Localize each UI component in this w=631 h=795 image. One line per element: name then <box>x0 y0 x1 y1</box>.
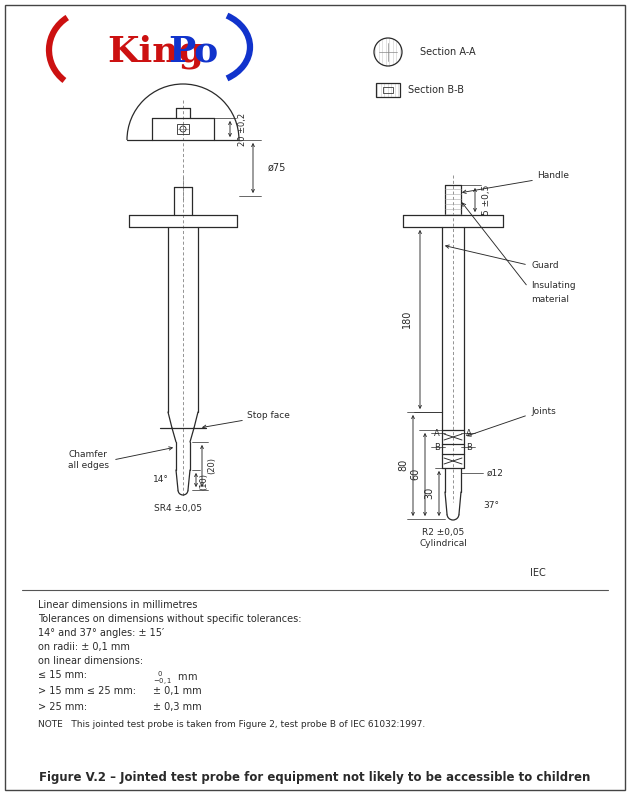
Text: Cylindrical: Cylindrical <box>419 540 467 549</box>
Text: on radii: ± 0,1 mm: on radii: ± 0,1 mm <box>38 642 130 652</box>
Text: 80: 80 <box>398 459 408 471</box>
Text: on linear dimensions:: on linear dimensions: <box>38 656 143 666</box>
Text: Chamfer
all edges: Chamfer all edges <box>68 450 109 470</box>
Text: ± 0,3 mm: ± 0,3 mm <box>153 702 202 712</box>
Text: Insulating: Insulating <box>531 281 575 289</box>
Text: A: A <box>434 429 440 437</box>
Text: A: A <box>466 429 472 437</box>
Text: IEC: IEC <box>530 568 546 578</box>
Text: 14° and 37° angles: ± 15′: 14° and 37° angles: ± 15′ <box>38 628 164 638</box>
Text: 5 ±0,5: 5 ±0,5 <box>483 184 492 215</box>
Text: Joints: Joints <box>531 408 556 417</box>
Text: King: King <box>107 35 204 69</box>
Text: Handle: Handle <box>537 170 569 180</box>
Text: Guard: Guard <box>531 261 558 270</box>
Text: SR4 ±0,05: SR4 ±0,05 <box>154 503 202 513</box>
Text: Tolerances on dimensions without specific tolerances:: Tolerances on dimensions without specifi… <box>38 614 302 624</box>
Text: 14°: 14° <box>153 475 169 484</box>
Text: (10): (10) <box>199 474 208 491</box>
Text: (20): (20) <box>208 457 216 475</box>
Text: ø75: ø75 <box>268 163 286 173</box>
Bar <box>383 87 393 93</box>
Text: > 25 mm:: > 25 mm: <box>38 702 87 712</box>
Text: ≤ 15 mm:: ≤ 15 mm: <box>38 670 87 680</box>
Text: > 15 mm ≤ 25 mm:: > 15 mm ≤ 25 mm: <box>38 686 136 696</box>
Text: NOTE   This jointed test probe is taken from Figure 2, test probe B of IEC 61032: NOTE This jointed test probe is taken fr… <box>38 720 425 729</box>
Text: Po: Po <box>168 35 218 69</box>
Text: B: B <box>434 443 440 452</box>
Text: Section A-A: Section A-A <box>420 47 476 57</box>
Text: 60: 60 <box>410 468 420 480</box>
Text: ± 0,1 mm: ± 0,1 mm <box>153 686 202 696</box>
Text: ø12: ø12 <box>487 468 504 478</box>
Text: B: B <box>466 443 472 452</box>
Text: 37°: 37° <box>483 502 499 510</box>
Bar <box>376 83 400 97</box>
Text: 30: 30 <box>424 487 434 499</box>
Bar <box>177 124 189 134</box>
Text: R2 ±0,05: R2 ±0,05 <box>422 528 464 537</box>
Text: 180: 180 <box>402 310 412 328</box>
Text: material: material <box>531 294 569 304</box>
Text: Section B-B: Section B-B <box>408 85 464 95</box>
Text: Linear dimensions in millimetres: Linear dimensions in millimetres <box>38 600 198 610</box>
Text: 20 ±0,2: 20 ±0,2 <box>237 112 247 145</box>
Text: Stop face: Stop face <box>247 412 290 421</box>
Text: $^{\ \ 0}_{-0,1}$  mm: $^{\ \ 0}_{-0,1}$ mm <box>153 670 198 688</box>
Text: Figure V.2 – Jointed test probe for equipment not likely to be accessible to chi: Figure V.2 – Jointed test probe for equi… <box>39 771 591 785</box>
